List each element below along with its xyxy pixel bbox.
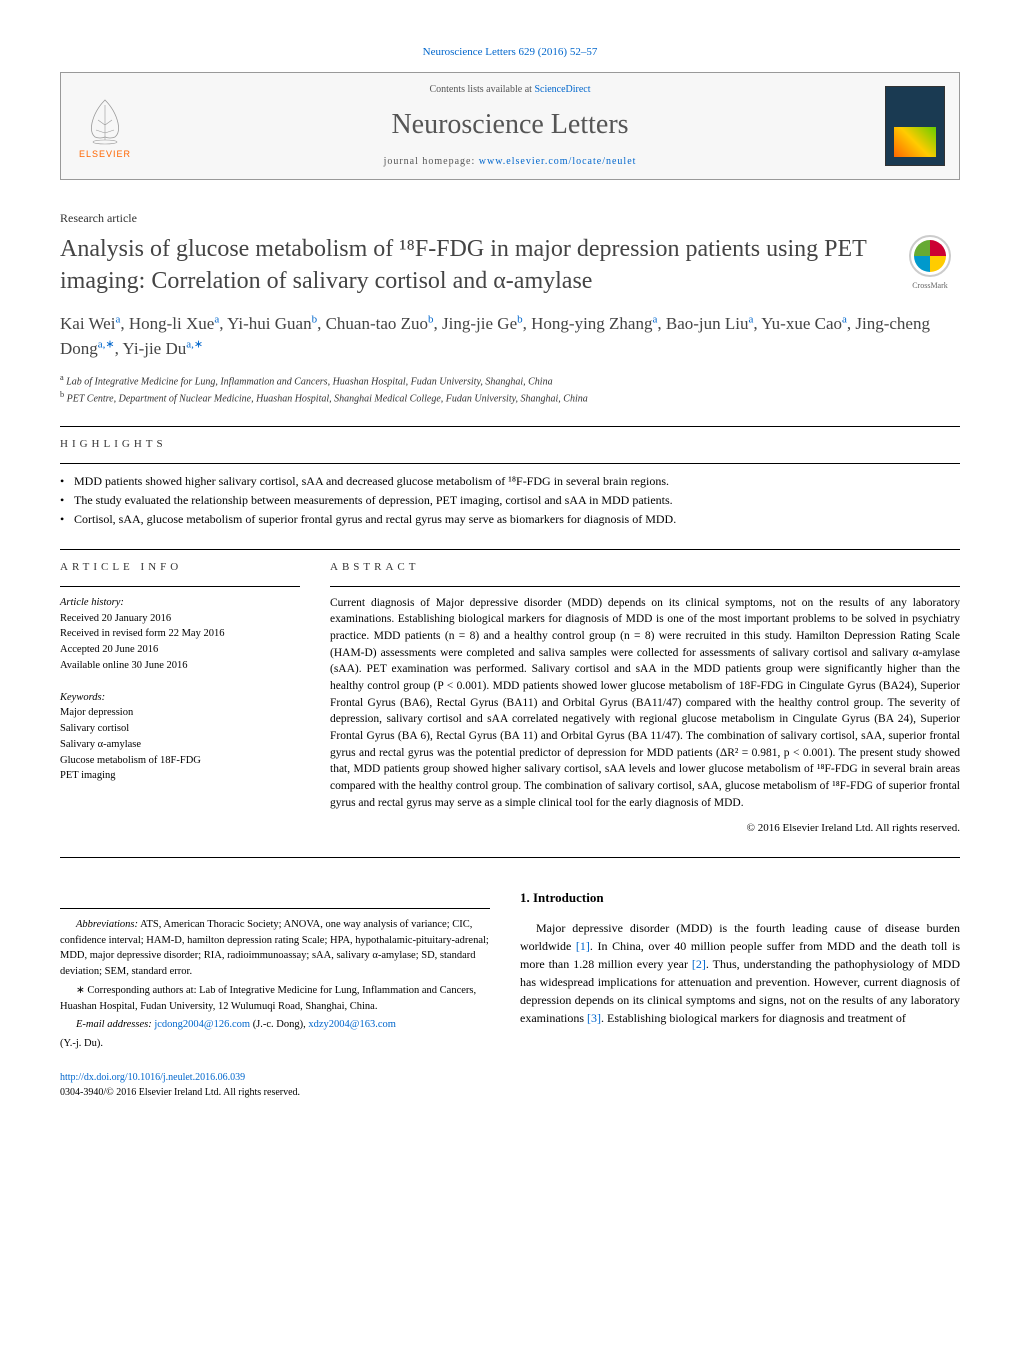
crossmark-label: CrossMark: [912, 280, 948, 291]
journal-cover-thumbnail: [885, 86, 945, 166]
crossmark-badge[interactable]: CrossMark: [900, 234, 960, 294]
affiliation-line: a Lab of Integrative Medicine for Lung, …: [60, 372, 960, 389]
ref-link-1[interactable]: [1]: [576, 939, 590, 953]
article-type: Research article: [60, 210, 960, 227]
affiliations: a Lab of Integrative Medicine for Lung, …: [60, 372, 960, 407]
received-date: Received 20 January 2016: [60, 611, 300, 627]
footnotes: Abbreviations: ATS, American Thoracic So…: [60, 908, 490, 1052]
crossmark-icon: [908, 234, 952, 278]
email-name-2: (Y.-j. Du).: [60, 1038, 103, 1049]
highlight-item: MDD patients showed higher salivary cort…: [60, 472, 960, 491]
article-info-label: article info: [60, 560, 300, 575]
keywords-block: Keywords: Major depressionSalivary corti…: [60, 690, 300, 785]
keyword-item: Major depression: [60, 705, 300, 721]
abstract-label: abstract: [330, 560, 960, 575]
sciencedirect-link[interactable]: ScienceDirect: [534, 84, 590, 95]
issn-line: 0304-3940/© 2016 Elsevier Ireland Ltd. A…: [60, 1087, 300, 1098]
keyword-item: Glucose metabolism of 18F-FDG: [60, 753, 300, 769]
elsevier-tree-icon: [80, 95, 130, 145]
keyword-item: Salivary cortisol: [60, 721, 300, 737]
email-link-1[interactable]: jcdong2004@126.com: [154, 1019, 250, 1030]
intro-heading: 1. Introduction: [520, 888, 960, 908]
keyword-item: PET imaging: [60, 768, 300, 784]
corr-label: ∗ Corresponding authors at:: [76, 985, 197, 996]
affiliation-line: b PET Centre, Department of Nuclear Medi…: [60, 389, 960, 406]
keyword-item: Salivary α-amylase: [60, 737, 300, 753]
journal-homepage-line: journal homepage: www.elsevier.com/locat…: [135, 155, 885, 169]
ref-link-2[interactable]: [2]: [692, 957, 706, 971]
history-label: Article history:: [60, 595, 300, 611]
homepage-prefix: journal homepage:: [384, 156, 479, 167]
accepted-date: Accepted 20 June 2016: [60, 642, 300, 658]
copyright-line: © 2016 Elsevier Ireland Ltd. All rights …: [330, 821, 960, 836]
contents-available-line: Contents lists available at ScienceDirec…: [135, 83, 885, 97]
highlights-block: MDD patients showed higher salivary cort…: [60, 472, 960, 530]
intro-paragraph: Major depressive disorder (MDD) is the f…: [520, 919, 960, 1027]
journal-header: ELSEVIER Contents lists available at Sci…: [60, 72, 960, 179]
online-date: Available online 30 June 2016: [60, 658, 300, 674]
journal-name: Neuroscience Letters: [135, 105, 885, 144]
journal-homepage-link[interactable]: www.elsevier.com/locate/neulet: [479, 156, 637, 167]
article-title: Analysis of glucose metabolism of ¹⁸F-FD…: [60, 234, 880, 296]
abbrev-label: Abbreviations:: [76, 919, 138, 930]
abstract-text: Current diagnosis of Major depressive di…: [330, 595, 960, 812]
highlight-item: Cortisol, sAA, glucose metabolism of sup…: [60, 510, 960, 529]
elsevier-label: ELSEVIER: [79, 148, 131, 161]
journal-reference: Neuroscience Letters 629 (2016) 52–57: [60, 45, 960, 60]
highlight-item: The study evaluated the relationship bet…: [60, 491, 960, 510]
email-link-2[interactable]: xdzy2004@163.com: [308, 1019, 396, 1030]
authors-list: Kai Weia, Hong-li Xuea, Yi-hui Guanb, Ch…: [60, 311, 960, 362]
email-name-1: (J.-c. Dong),: [253, 1019, 306, 1030]
article-history: Article history: Received 20 January 201…: [60, 595, 300, 674]
contents-prefix: Contents lists available at: [429, 84, 534, 95]
doi-link[interactable]: http://dx.doi.org/10.1016/j.neulet.2016.…: [60, 1072, 245, 1083]
revised-date: Received in revised form 22 May 2016: [60, 626, 300, 642]
doi-block: http://dx.doi.org/10.1016/j.neulet.2016.…: [60, 1070, 490, 1100]
elsevier-logo: ELSEVIER: [75, 91, 135, 161]
highlights-label: highlights: [60, 437, 960, 452]
ref-link-3[interactable]: [3]: [587, 1011, 601, 1025]
keywords-label: Keywords:: [60, 690, 300, 706]
email-label: E-mail addresses:: [76, 1019, 152, 1030]
